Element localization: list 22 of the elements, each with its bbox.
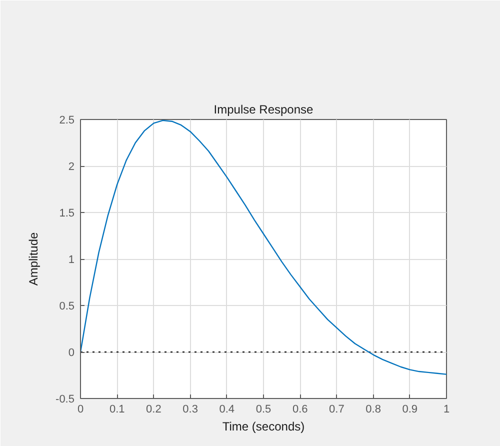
y-tick-label: 2 [68, 161, 75, 173]
x-tick-label: 0.1 [109, 404, 125, 416]
line-series [80, 120, 446, 375]
chart-title: Impulse Response [214, 102, 314, 116]
x-tick-label: 0 [77, 404, 84, 416]
y-tick-label: 0 [68, 347, 75, 359]
x-tick-label: 1 [443, 404, 450, 416]
x-tick-label: 0.7 [329, 404, 344, 416]
y-tick-label: 1.5 [59, 208, 75, 220]
x-tick-label: 0.5 [256, 404, 272, 416]
x-tick-label: 0.2 [146, 404, 162, 416]
y-tick-label: 2.5 [59, 114, 75, 126]
y-tick-label: 0.5 [59, 300, 75, 312]
x-tick-label: 0.6 [292, 404, 308, 416]
x-tick-label: 0.3 [182, 404, 198, 416]
y-tick-label: 1 [68, 254, 75, 266]
x-tick-label: 0.8 [366, 404, 381, 416]
x-tick-label: 0.4 [219, 404, 235, 416]
x-tick-label: 0.9 [402, 404, 418, 416]
y-tick-label: -0.5 [56, 394, 75, 406]
y-axis-title: Amplitude [26, 232, 41, 286]
x-axis-title: Time (seconds) [222, 420, 305, 434]
